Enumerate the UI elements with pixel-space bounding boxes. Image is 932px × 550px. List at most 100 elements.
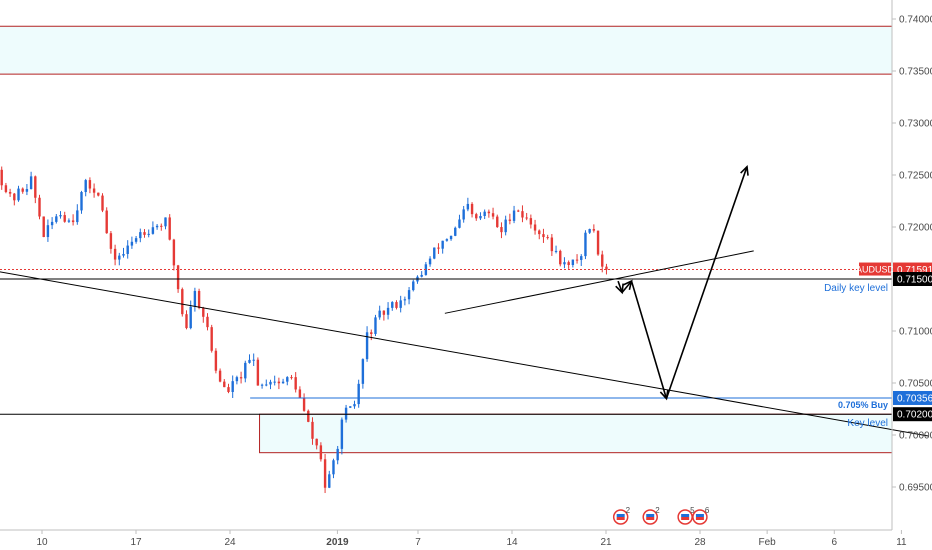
x-tick-label-9: 6 bbox=[832, 537, 838, 548]
candle-body-98 bbox=[412, 281, 415, 291]
candle-body-34 bbox=[143, 232, 146, 235]
candle-body-45 bbox=[189, 306, 192, 329]
symbol-tag-text: AUDUSD bbox=[856, 265, 895, 275]
candle-body-70 bbox=[294, 377, 297, 390]
candle-body-136 bbox=[571, 259, 575, 265]
candle-body-42 bbox=[176, 265, 180, 290]
candle-body-132 bbox=[554, 250, 558, 252]
candle-body-77 bbox=[323, 459, 327, 488]
x-tick-label-8: Feb bbox=[759, 537, 777, 548]
candle-body-108 bbox=[454, 227, 457, 236]
candle-body-62 bbox=[260, 384, 264, 386]
y-tick-label-1: 0.73500 bbox=[899, 67, 932, 78]
event-count-2: 5 bbox=[690, 506, 695, 515]
candle-body-92 bbox=[386, 307, 390, 315]
key-level-label: Key level bbox=[847, 418, 888, 429]
candle-body-20 bbox=[84, 180, 87, 193]
event-flag-stripe2-0 bbox=[616, 517, 625, 520]
arrows-layer bbox=[615, 164, 749, 401]
candle-body-119 bbox=[500, 227, 503, 233]
x-tick-label-1: 17 bbox=[130, 537, 142, 548]
event-flag-stripe-2 bbox=[681, 514, 690, 517]
event-count-0: 2 bbox=[626, 506, 631, 515]
candle-body-80 bbox=[336, 448, 339, 461]
candle-body-120 bbox=[504, 219, 507, 233]
price-badge-4 bbox=[893, 390, 932, 405]
candle-body-110 bbox=[462, 209, 465, 220]
buy-level-label: 0.705% Buy bbox=[838, 400, 888, 410]
event-flag-stripe2-3 bbox=[695, 517, 704, 520]
candle-body-27 bbox=[113, 248, 117, 260]
candle-body-37 bbox=[155, 225, 159, 228]
y-tick-label-8: 0.69500 bbox=[899, 483, 932, 494]
candle-body-130 bbox=[546, 237, 549, 239]
candle-body-50 bbox=[210, 327, 213, 351]
candle-body-109 bbox=[458, 219, 461, 228]
candle-body-104 bbox=[437, 247, 440, 249]
candle-body-68 bbox=[286, 377, 289, 382]
y-tick-label-6: 0.70500 bbox=[899, 379, 932, 390]
event-flag-stripe-0 bbox=[616, 514, 625, 517]
candle-body-28 bbox=[118, 255, 121, 260]
levels-layer bbox=[0, 25, 892, 415]
candle-body-112 bbox=[470, 203, 474, 215]
candle-body-65 bbox=[273, 381, 276, 383]
candle-body-1 bbox=[4, 185, 8, 193]
candle-body-41 bbox=[172, 239, 176, 266]
candle-body-32 bbox=[134, 238, 138, 242]
candle-body-49 bbox=[206, 316, 209, 328]
candle-body-3 bbox=[13, 193, 16, 201]
candle-body-139 bbox=[584, 232, 587, 257]
candle-body-8 bbox=[34, 176, 37, 198]
candle-body-31 bbox=[130, 241, 134, 246]
candle-body-0 bbox=[0, 169, 3, 186]
arrow-segment-1 bbox=[621, 280, 633, 294]
candle-body-137 bbox=[575, 259, 579, 261]
candle-body-81 bbox=[340, 419, 344, 449]
candle-body-90 bbox=[378, 310, 381, 318]
candle-body-48 bbox=[202, 307, 205, 317]
candle-body-71 bbox=[298, 389, 302, 398]
candle-body-102 bbox=[428, 258, 432, 265]
x-tick-label-7: 28 bbox=[694, 537, 706, 548]
candle-body-115 bbox=[483, 211, 486, 216]
candle-body-113 bbox=[475, 214, 478, 219]
candle-body-2 bbox=[8, 192, 12, 194]
price-axis[interactable]: 0.74000 0.73500 0.73000 0.72500 0.72000 0.710… bbox=[892, 15, 932, 494]
price-badge-text-3: 0.71500 bbox=[897, 275, 932, 286]
candle-body-44 bbox=[185, 314, 188, 329]
candle-body-140 bbox=[588, 229, 591, 233]
candle-body-84 bbox=[353, 404, 356, 407]
price-badge-3 bbox=[893, 272, 932, 286]
time-axis[interactable]: 10 17 24 2019 7 14 21 28 Feb 6 11 bbox=[36, 530, 907, 548]
candle-body-121 bbox=[508, 219, 512, 221]
candle-body-103 bbox=[433, 247, 436, 259]
candle-body-63 bbox=[265, 384, 268, 386]
zone-0 bbox=[0, 26, 892, 75]
candle-body-97 bbox=[407, 290, 411, 300]
candle-body-93 bbox=[391, 302, 394, 308]
candle-body-72 bbox=[302, 397, 306, 411]
candle-body-66 bbox=[277, 381, 281, 384]
candle-body-105 bbox=[441, 240, 444, 249]
candle-body-58 bbox=[244, 362, 247, 379]
candle-body-7 bbox=[29, 176, 33, 190]
arrow-segment-3 bbox=[665, 166, 748, 399]
candle-body-57 bbox=[239, 377, 243, 379]
arrow-segment-0 bbox=[617, 280, 623, 293]
zone-1 bbox=[259, 414, 892, 453]
candle-body-124 bbox=[521, 211, 524, 218]
candle-body-18 bbox=[76, 210, 79, 223]
candle-body-76 bbox=[319, 445, 323, 460]
candle-body-29 bbox=[122, 253, 125, 256]
price-badge-text-5: 0.70200 bbox=[897, 410, 932, 421]
candle-body-12 bbox=[50, 221, 54, 226]
candle-body-135 bbox=[567, 262, 570, 265]
candle-body-125 bbox=[525, 217, 528, 219]
price-badge-text-4: 0.70356 bbox=[897, 393, 932, 404]
candle-body-111 bbox=[466, 203, 470, 210]
candle-body-96 bbox=[403, 299, 407, 301]
y-tick-label-5: 0.71000 bbox=[899, 327, 932, 338]
